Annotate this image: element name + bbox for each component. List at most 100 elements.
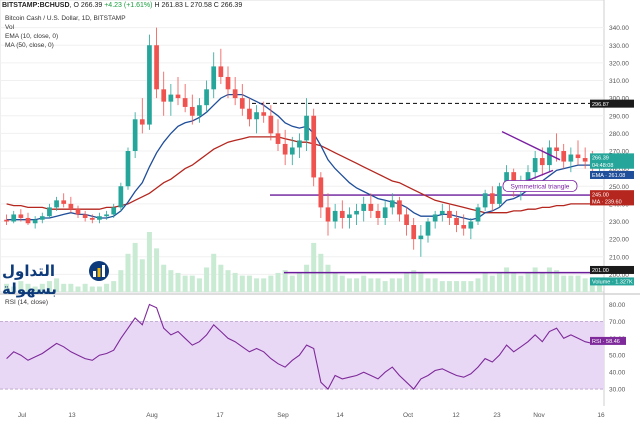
- candle-body: [504, 172, 509, 187]
- volume-bar: [468, 281, 474, 292]
- price-tag-box: [590, 99, 634, 108]
- pair-name: Bitcoin Cash / U.S. Dollar, 1D, BITSTAMP: [5, 15, 126, 22]
- brand-logo: التداول بسهولة: [2, 260, 110, 298]
- volume-bar: [475, 278, 481, 292]
- volume-bar: [582, 278, 588, 292]
- annotation-layer: Symmetrical triangle: [501, 130, 578, 192]
- volume-bar: [304, 264, 310, 292]
- volume-bar: [218, 264, 224, 292]
- candle-body: [297, 140, 302, 148]
- price-tag-box: [590, 265, 634, 274]
- volume-bar: [418, 272, 424, 292]
- volume-bar: [575, 275, 581, 292]
- price-tick-label: 340.00: [609, 25, 629, 32]
- candle-body: [18, 214, 24, 218]
- volume-bar: [446, 281, 452, 292]
- candle-body: [354, 210, 359, 215]
- volume-bar: [546, 267, 552, 292]
- volume-bar: [375, 278, 381, 292]
- candle-body: [225, 76, 231, 90]
- candle-body: [68, 203, 74, 210]
- volume-bar: [289, 275, 295, 292]
- candle-body: [568, 154, 574, 162]
- volume-bar: [511, 272, 517, 292]
- price-tag-label: 296.87: [592, 102, 609, 108]
- price-tick-label: 330.00: [609, 43, 629, 50]
- candle-body: [182, 98, 188, 107]
- price-tick-label: 270.00: [609, 149, 629, 156]
- legend-vol: Vol: [5, 24, 15, 31]
- candle-body: [468, 221, 474, 229]
- price-tick-label: 220.00: [609, 237, 629, 244]
- volume-bar: [154, 248, 160, 292]
- volume-bar: [482, 272, 488, 292]
- volume-bar: [532, 267, 538, 292]
- candle-body: [125, 151, 131, 187]
- candle-body: [97, 216, 102, 220]
- price-tag-label: 201.00: [592, 268, 609, 274]
- legend-ema: EMA (10, close, 0): [5, 33, 59, 40]
- volume-bar: [432, 278, 438, 292]
- volume-bar: [239, 275, 245, 292]
- candle-body: [404, 214, 409, 226]
- candle-body: [139, 119, 145, 125]
- price-tick-label: 230.00: [609, 219, 629, 226]
- candle-body: [389, 200, 395, 208]
- candle-body: [425, 221, 431, 236]
- candle-body: [261, 112, 267, 116]
- volume-bar: [118, 270, 124, 292]
- chart-header: BITSTAMP:BCHUSD, O 266.39 +4.23 (+1.61%)…: [2, 2, 243, 9]
- candle-body: [32, 219, 38, 224]
- volume-bar: [504, 267, 510, 292]
- candle-body: [525, 172, 531, 183]
- candle-body: [461, 225, 467, 229]
- volume-bar: [275, 272, 281, 292]
- candle-body: [368, 203, 374, 211]
- volume-bar: [132, 242, 138, 292]
- candle-body: [104, 214, 109, 217]
- volume-bar: [232, 272, 238, 292]
- volume-bar: [596, 281, 602, 292]
- candle-body: [197, 105, 202, 116]
- x-tick-label: 17: [216, 412, 224, 419]
- ma-layer: [6, 93, 600, 221]
- candle-body: [132, 119, 138, 151]
- candle-body: [247, 108, 252, 120]
- price-tick-label: 280.00: [609, 131, 629, 138]
- rsi-line: [6, 303, 600, 391]
- candle-body: [47, 207, 52, 217]
- triangle-upper-line: [501, 130, 561, 161]
- candle-body: [575, 154, 581, 159]
- volume-bar: [396, 278, 402, 292]
- candle-body: [275, 133, 281, 144]
- volume-bar: [46, 281, 52, 292]
- logo-mark-icon: [89, 261, 109, 281]
- x-tick-label: 13: [68, 412, 76, 419]
- candle-body: [282, 143, 288, 155]
- volume-bar: [296, 272, 302, 292]
- ohlc-high: 261.83: [161, 2, 183, 9]
- rsi-tick-label: 30.00: [609, 387, 626, 394]
- candle-body: [218, 66, 224, 77]
- candle-body: [61, 200, 67, 204]
- candle-body: [25, 217, 31, 224]
- volume-bar: [75, 286, 81, 292]
- volume-bar: [32, 286, 38, 292]
- candle-body: [75, 209, 81, 215]
- candle-body: [239, 98, 245, 109]
- candle-body: [318, 177, 324, 208]
- rsi-legend: RSI (14, close): [5, 299, 48, 306]
- candle-body: [161, 89, 167, 102]
- volume-bar: [361, 275, 367, 292]
- volume-bar: [311, 242, 317, 292]
- price-tick-label: 260.00: [609, 166, 629, 173]
- price-tick-label: 290.00: [609, 113, 629, 120]
- volume-bar: [125, 253, 131, 292]
- volume-bar: [161, 264, 167, 292]
- volume-bar: [439, 281, 445, 292]
- candle-body: [439, 210, 445, 215]
- ma50-line: [6, 136, 600, 214]
